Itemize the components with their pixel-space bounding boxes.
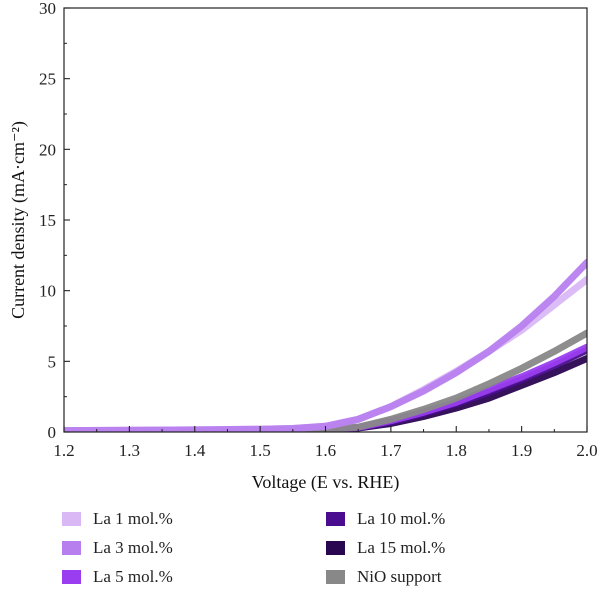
- chart-plot: 1.2 1.3 1.4 1.5 1.6 1.7 1.8 1.9 2.0 0 5 10 15 20 25 30…: [8, 0, 598, 493]
- y-tick-label: 5: [48, 352, 57, 371]
- x-tick-label: 1.8: [446, 441, 467, 460]
- legend-item: La 5 mol.%: [62, 566, 173, 588]
- plot-frame: [63, 7, 588, 433]
- y-axis: 0 5 10 15 20 25 30: [39, 0, 70, 442]
- legend-label: La 10 mol.%: [357, 509, 446, 528]
- x-axis-title: Voltage (E vs. RHE): [252, 472, 400, 493]
- series-line-1: [64, 258, 587, 432]
- x-tick-label: 1.6: [315, 441, 336, 460]
- x-tick-label: 1.4: [184, 441, 206, 460]
- series-line-4: [64, 355, 587, 432]
- legend-label: NiO support: [357, 567, 442, 586]
- y-tick-label: 15: [39, 211, 56, 230]
- legend-swatch: [326, 512, 345, 526]
- y-tick-label: 30: [39, 0, 56, 18]
- x-tick-label: 1.7: [380, 441, 402, 460]
- legend-swatch: [326, 570, 345, 584]
- legend-swatch: [62, 512, 81, 526]
- x-tick-label: 2.0: [576, 441, 597, 460]
- y-tick-label: 10: [39, 282, 56, 301]
- legend-item: NiO support: [326, 566, 442, 588]
- legend-item: La 10 mol.%: [326, 508, 445, 530]
- x-tick-label: 1.5: [250, 441, 271, 460]
- series-layer: [64, 258, 587, 432]
- legend-swatch: [62, 570, 81, 584]
- legend-swatch: [62, 541, 81, 555]
- legend-label: La 1 mol.%: [93, 509, 173, 528]
- x-tick-label: 1.2: [53, 441, 74, 460]
- legend-item: La 3 mol.%: [62, 537, 173, 559]
- y-tick-label: 20: [39, 140, 56, 159]
- y-tick-label: 0: [48, 423, 57, 442]
- x-axis: 1.2 1.3 1.4 1.5 1.6 1.7 1.8 1.9 2.0: [53, 426, 598, 460]
- legend-label: La 15 mol.%: [357, 538, 446, 557]
- legend: La 1 mol.% La 3 mol.% La 5 mol.% La 10 mol.…: [62, 508, 562, 588]
- x-tick-label: 1.9: [511, 441, 532, 460]
- y-tick-label: 25: [39, 70, 56, 89]
- x-tick-label: 1.3: [119, 441, 140, 460]
- series-line-0: [64, 275, 587, 432]
- legend-label: La 3 mol.%: [93, 538, 173, 557]
- legend-item: La 1 mol.%: [62, 508, 173, 530]
- legend-item: La 15 mol.%: [326, 537, 445, 559]
- legend-label: La 5 mol.%: [93, 567, 173, 586]
- legend-swatch: [326, 541, 345, 555]
- y-axis-title: Current density (mA·cm⁻²): [8, 121, 29, 319]
